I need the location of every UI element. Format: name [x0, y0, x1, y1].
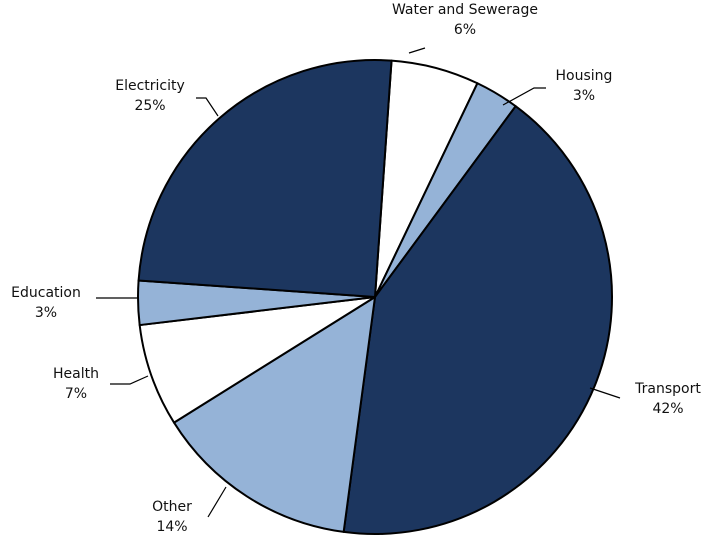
- slice-percent-health: 7%: [65, 386, 87, 402]
- pie-slice-transport: [342, 105, 613, 535]
- leader-line-transport: [589, 387, 621, 399]
- slice-label-housing: Housing: [556, 68, 613, 84]
- slice-label-health: Health: [53, 366, 99, 382]
- slice-label-water-and-sewerage: Water and Sewerage: [392, 2, 538, 18]
- slice-percent-electricity: 25%: [134, 98, 165, 114]
- slice-percent-other: 14%: [156, 519, 187, 535]
- slice-label-transport: Transport: [634, 381, 701, 397]
- slice-percent-water-and-sewerage: 6%: [454, 22, 476, 38]
- slice-label-electricity: Electricity: [115, 78, 185, 94]
- pie-slice-other: [173, 296, 376, 533]
- pie-slice-electricity: [137, 59, 393, 298]
- slice-percent-housing: 3%: [573, 88, 595, 104]
- leader-line-housing: [502, 87, 546, 106]
- slice-percent-transport: 42%: [652, 401, 683, 417]
- leader-line-water-and-sewerage: [408, 47, 426, 54]
- slice-percent-education: 3%: [35, 305, 57, 321]
- slice-label-education: Education: [11, 285, 81, 301]
- pie-slice-health: [138, 296, 376, 424]
- leader-line-electricity: [196, 97, 219, 117]
- leader-line-other: [207, 486, 227, 518]
- leader-line-health: [110, 375, 149, 385]
- slice-label-other: Other: [152, 499, 192, 515]
